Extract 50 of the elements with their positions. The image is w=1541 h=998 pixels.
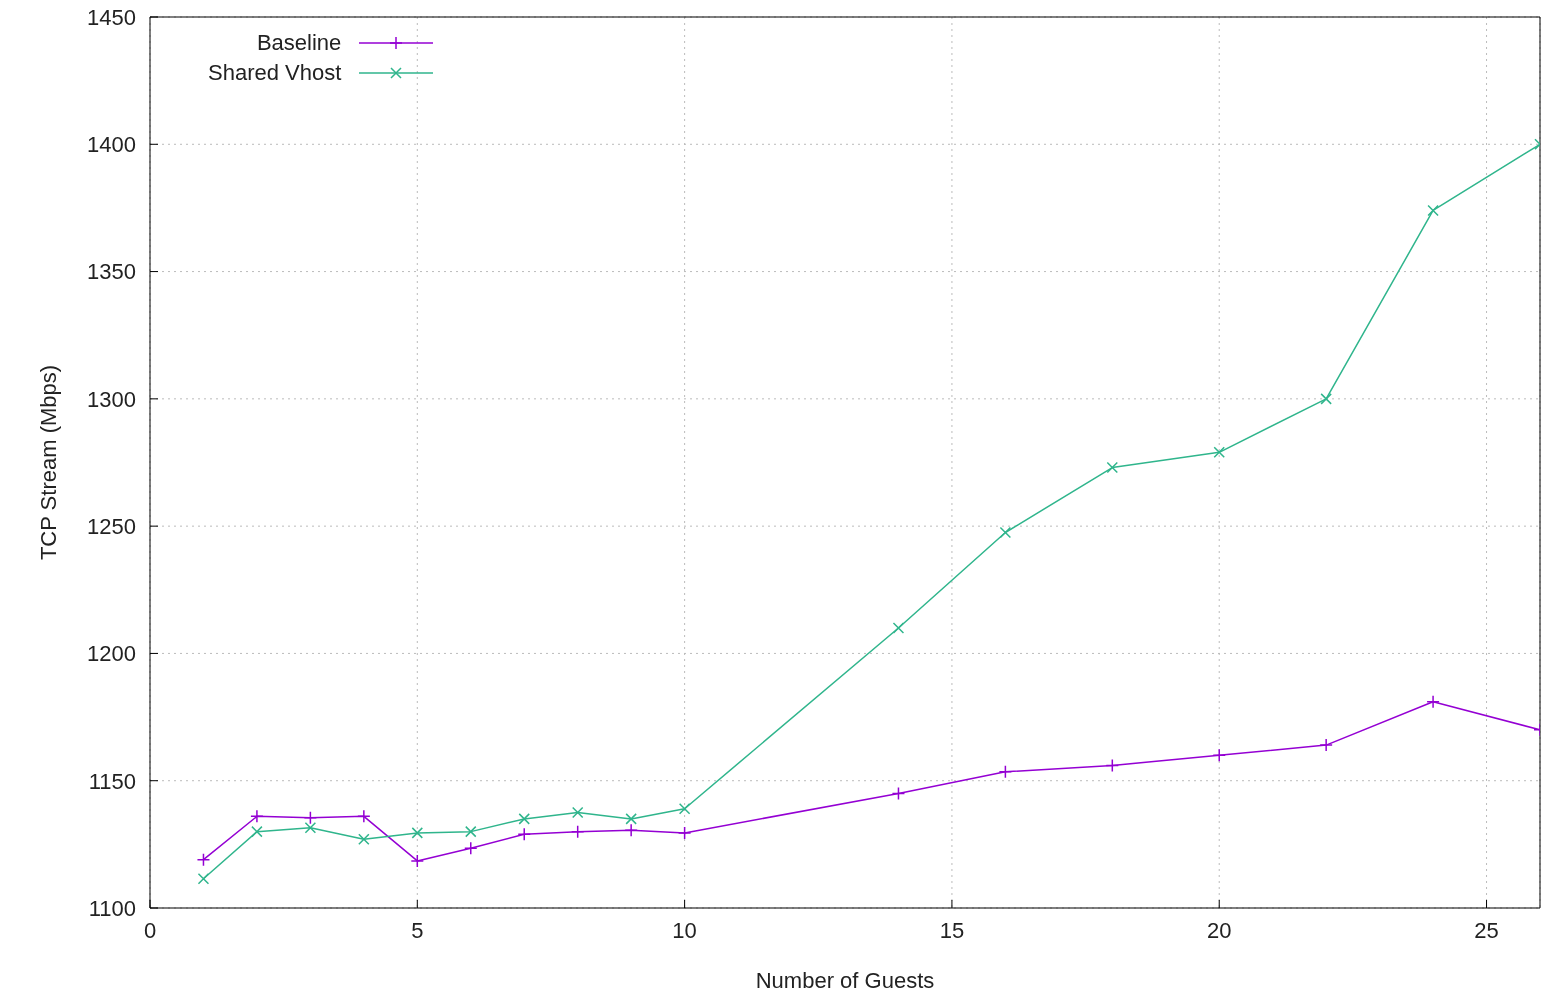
point	[197, 872, 210, 885]
point	[1319, 738, 1333, 752]
y-tick-label: 1300	[87, 386, 136, 412]
point	[892, 622, 905, 634]
y-tick-label: 1350	[87, 259, 136, 285]
point	[678, 802, 691, 815]
point	[1426, 695, 1440, 709]
point	[517, 827, 531, 841]
x-tick-label: 5	[411, 917, 424, 943]
y-tick-label: 1400	[87, 132, 136, 158]
point	[1105, 758, 1120, 773]
point	[1213, 446, 1225, 459]
point	[998, 765, 1013, 779]
point	[411, 827, 424, 839]
legend-label: Shared Vhost	[208, 60, 342, 86]
y-tick-label: 1200	[87, 641, 136, 667]
point	[677, 826, 692, 840]
y-tick-label: 1100	[88, 895, 136, 921]
y-tick-label: 1250	[87, 513, 136, 539]
x-axis-title: Number of Guests	[755, 968, 935, 993]
x-tick-label: 20	[1206, 917, 1232, 943]
point	[358, 833, 370, 846]
x-tick-label: 0	[143, 917, 157, 943]
point	[196, 852, 211, 867]
point	[891, 786, 906, 801]
point	[1427, 204, 1439, 217]
point	[464, 841, 478, 855]
point	[1106, 461, 1119, 474]
point	[304, 822, 317, 834]
x-tick-label: 10	[672, 917, 697, 943]
y-axis-title: TCP Stream (Mbps)	[35, 364, 61, 561]
point	[303, 810, 318, 825]
point	[625, 813, 637, 825]
y-tick-label: 1150	[88, 768, 136, 794]
point	[1320, 393, 1332, 405]
point	[571, 806, 584, 819]
point	[251, 825, 263, 838]
point	[518, 813, 530, 825]
point	[465, 825, 477, 838]
point	[1212, 748, 1226, 763]
x-tick-label: 15	[939, 917, 965, 943]
x-tick-label: 25	[1474, 917, 1499, 943]
point	[357, 809, 371, 824]
point	[250, 809, 264, 824]
point	[624, 823, 638, 838]
point	[410, 854, 425, 868]
point	[570, 824, 585, 839]
point	[999, 526, 1012, 539]
legend-label: Baseline	[256, 30, 342, 56]
y-tick-label: 1450	[87, 4, 136, 30]
